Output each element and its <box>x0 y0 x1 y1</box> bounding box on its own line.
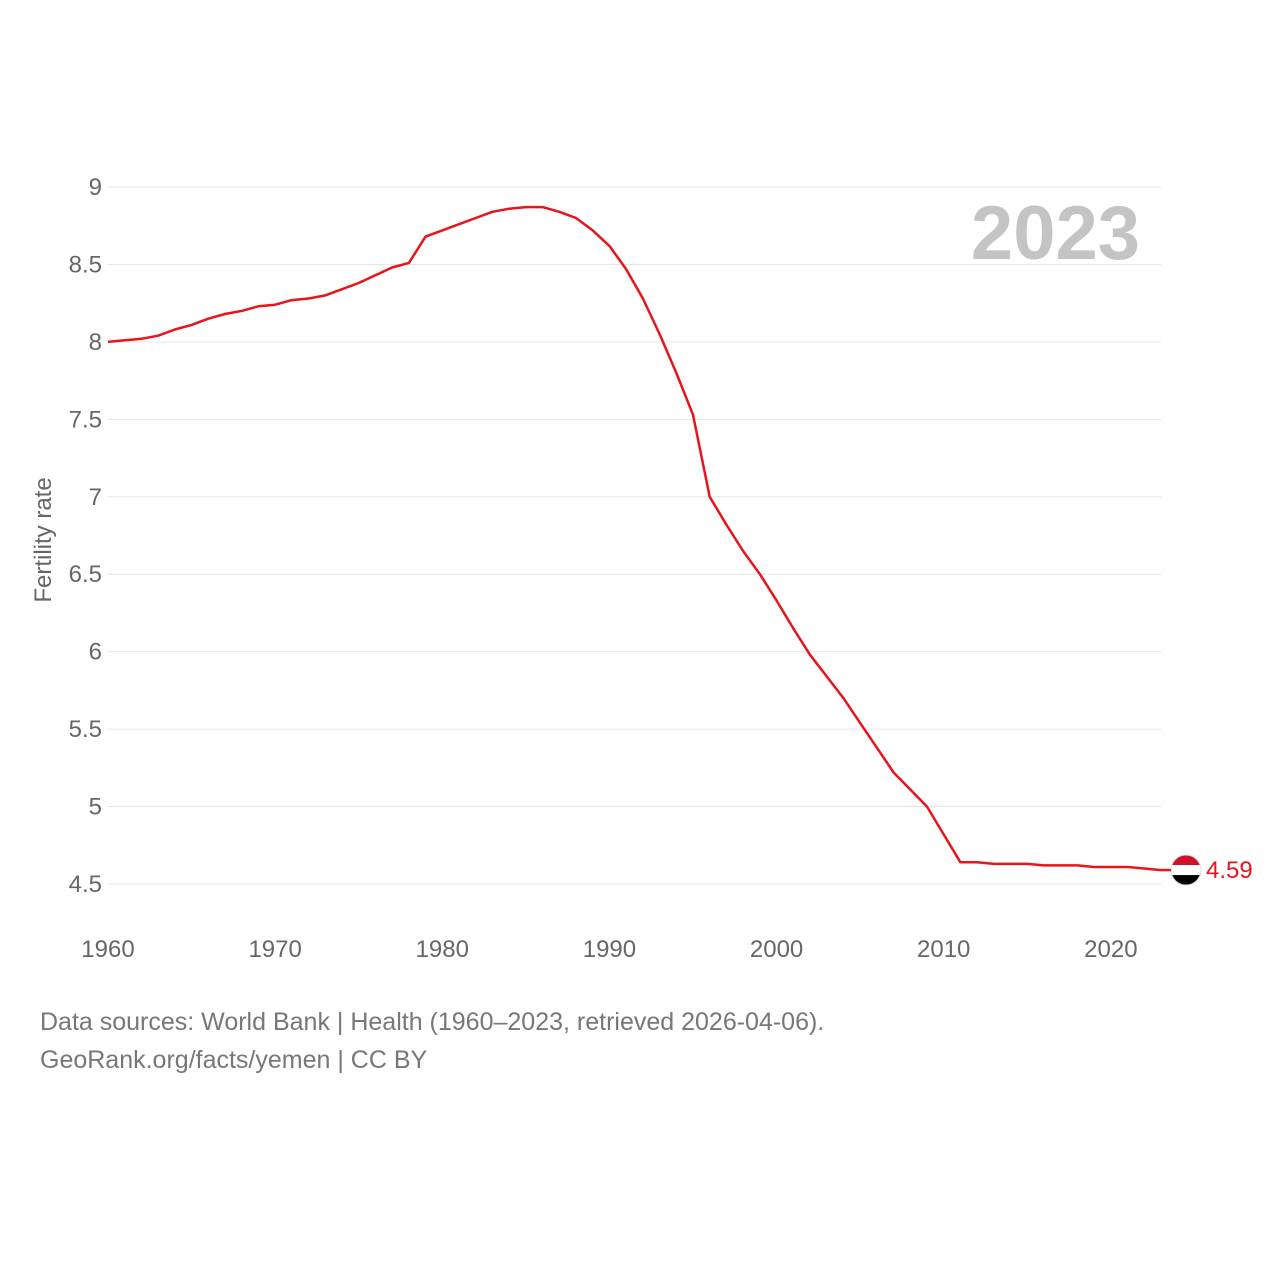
y-axis-title: Fertility rate <box>30 477 57 602</box>
x-tick-label: 1960 <box>81 936 134 963</box>
data-source-text: Data sources: World Bank | Health (1960–… <box>40 1008 825 1036</box>
y-tick-label: 8 <box>89 329 102 356</box>
series-line-yemen <box>107 205 1162 872</box>
x-tick-label: 1980 <box>416 936 469 963</box>
x-tick-label: 2000 <box>750 936 803 963</box>
y-tick-label: 5.5 <box>69 716 102 743</box>
grid-lines <box>108 186 1161 885</box>
x-tick-label: 2010 <box>917 936 970 963</box>
y-tick-label: 6 <box>89 639 102 666</box>
x-axis-ticks: 1960 1970 1980 1990 2000 2010 2020 <box>81 936 1137 963</box>
x-tick-label: 1990 <box>583 936 636 963</box>
y-tick-label: 5 <box>89 794 102 821</box>
x-tick-label: 1970 <box>248 936 301 963</box>
y-tick-label: 7 <box>89 484 102 511</box>
y-axis-ticks: 4.5 5 5.5 6 6.5 7 7.5 8 8.5 9 <box>69 174 102 898</box>
y-tick-label: 9 <box>89 174 102 201</box>
y-tick-label: 7.5 <box>69 406 102 433</box>
y-tick-label: 6.5 <box>69 561 102 588</box>
yemen-flag-icon <box>1161 854 1202 886</box>
x-tick-label: 2020 <box>1084 936 1137 963</box>
end-value-label: 4.59 <box>1206 857 1253 884</box>
attribution-link[interactable]: GeoRank.org/facts/yemen | CC BY <box>40 1046 428 1074</box>
year-label: 2023 <box>971 191 1140 276</box>
footer: Data sources: World Bank | Health (1960–… <box>40 1003 824 1079</box>
y-tick-label: 4.5 <box>69 871 102 898</box>
y-tick-label: 8.5 <box>69 251 102 278</box>
fertility-chart: 4.5 5 5.5 6 6.5 7 7.5 8 8.5 9 1960 1970 1980 1990 200… <box>30 174 1253 963</box>
